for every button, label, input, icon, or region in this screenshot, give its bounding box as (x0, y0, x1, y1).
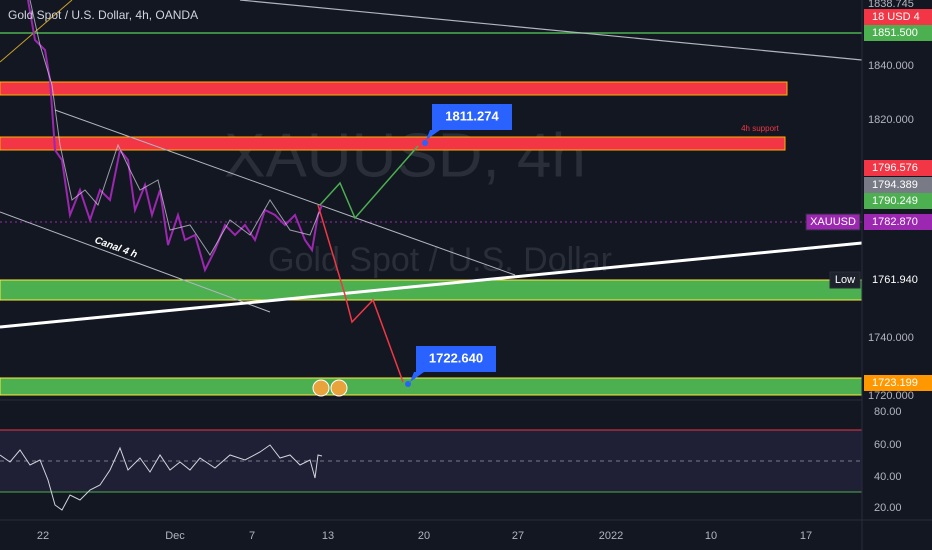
rsi-line (0, 444, 323, 511)
symbol-badge-text: Low (835, 274, 855, 286)
price-badge (864, 193, 932, 209)
price-tick-label: 1840.000 (868, 60, 914, 72)
price-badge-text: 1790.249 (872, 195, 918, 207)
price-badge (864, 9, 932, 25)
target-point (422, 140, 428, 146)
time-tick-label: 20 (418, 530, 430, 542)
price-badge (864, 272, 932, 288)
time-tick-label: 27 (512, 530, 524, 542)
price-badge-text: 1723.199 (872, 377, 918, 389)
price-badge-text: 18 USD 4 (872, 11, 920, 23)
bullish-path (319, 145, 419, 220)
price-badge-text: 1782.870 (872, 216, 918, 228)
rsi-tick-label: 40.00 (874, 471, 902, 483)
callout-text: 1811.274 (445, 108, 499, 123)
time-tick-label: 2022 (599, 530, 623, 542)
demand-zone (0, 377, 863, 396)
symbol-title: Gold Spot / U.S. Dollar, 4h, OANDA (8, 8, 198, 22)
symbol-badge-text: XAUUSD (810, 216, 856, 228)
support-zone (0, 136, 786, 151)
rsi-tick-label: 60.00 (874, 439, 902, 451)
price-badge-text: 1761.940 (872, 274, 918, 286)
time-tick-label: 17 (800, 530, 812, 542)
resistance-zone (0, 81, 788, 96)
time-tick-label: 10 (705, 530, 717, 542)
rsi-tick-label: 80.00 (874, 406, 902, 418)
time-tick-label: 7 (249, 530, 255, 542)
price-badge (864, 25, 932, 41)
symbol-badge (805, 213, 861, 231)
trend-line (0, 0, 73, 63)
event-icon (330, 379, 348, 397)
channel-line (54, 109, 516, 276)
rsi-band (0, 430, 862, 492)
callout (410, 346, 496, 382)
callout (426, 104, 512, 140)
price-badge (864, 214, 932, 230)
time-tick-label: 13 (322, 530, 334, 542)
time-tick-label: Dec (165, 530, 185, 542)
callout-text: 1722.640 (429, 350, 483, 365)
symbol-badge (829, 271, 861, 289)
price-badge-text: 1794.389 (872, 179, 918, 191)
trend-line (239, 0, 863, 61)
rsi-tick-label: 20.00 (874, 502, 902, 514)
price-badge (864, 160, 932, 176)
price-tick-label: 1740.000 (868, 332, 914, 344)
trend-line (0, 241, 863, 329)
price-tick-label: 1820.000 (868, 114, 914, 126)
price-badge-text: 1851.500 (872, 27, 918, 39)
price-tick-label: 1720.000 (868, 390, 914, 402)
channel-line (0, 211, 271, 313)
zone-label: 4h support (741, 124, 780, 133)
demand-zone (0, 279, 863, 301)
target-point (405, 381, 411, 387)
event-icon (312, 379, 330, 397)
watermark-symbol: XAUUSD, 4h (224, 121, 586, 190)
time-tick-label: 22 (37, 530, 49, 542)
bearish-path (317, 204, 404, 383)
price-tick-label: 1838.745 (868, 0, 914, 10)
price-badge-text: 1796.576 (872, 162, 918, 174)
price-badge (864, 177, 932, 193)
price-badge (864, 375, 932, 391)
